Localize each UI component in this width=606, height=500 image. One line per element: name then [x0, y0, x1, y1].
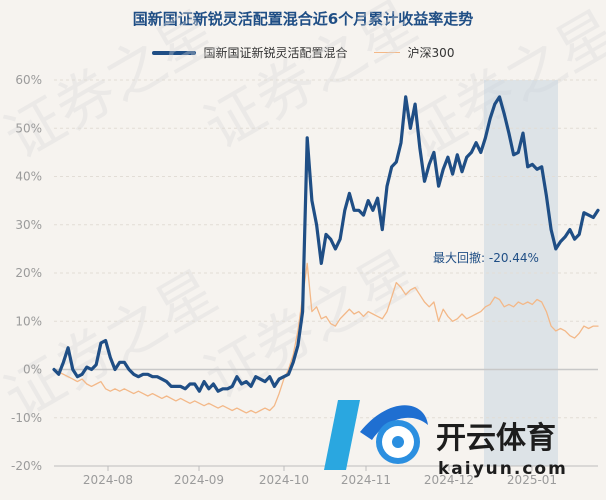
y-tick-label: 0%: [23, 363, 42, 377]
x-tick-label: 2024-12: [424, 473, 474, 487]
watermark-text-3: 证券之星: [0, 257, 228, 432]
logo-url: kaiyun.com: [438, 459, 568, 479]
chart-title: 国新国证新锐灵活配置混合近6个月累计收益率走势: [132, 10, 474, 28]
watermark-text-4: 证券之星: [193, 237, 428, 412]
logo-k-arm: [360, 405, 428, 440]
logo-name: 开云体育: [436, 421, 556, 456]
logo-ball-center: [392, 436, 404, 448]
y-tick-label: 10%: [15, 314, 42, 328]
y-tick-label: 40%: [15, 170, 42, 184]
series-line-1: [53, 262, 599, 414]
legend-item-fund[interactable]: 国新国证新锐灵活配置混合: [151, 44, 348, 61]
legend: 国新国证新锐灵活配置混合 沪深300: [0, 44, 606, 61]
watermark-text-1: 证券之星: [193, 0, 428, 162]
legend-item-index[interactable]: 沪深300: [373, 44, 455, 61]
legend-label-index: 沪深300: [407, 46, 455, 60]
y-tick-label: 60%: [15, 73, 42, 87]
y-tick-label: 20%: [15, 266, 42, 280]
legend-swatch-fund: [151, 50, 196, 55]
max-drawdown-label: 最大回撤: -20.44%: [433, 250, 539, 265]
y-tick-label: 30%: [15, 218, 42, 232]
x-tick-label: 2024-09: [174, 473, 224, 487]
legend-swatch-index: [373, 51, 400, 54]
logo-k-stem: [324, 400, 360, 470]
x-tick-label: 2024-11: [341, 473, 391, 487]
brand-logo: 开云体育 kaiyun.com: [324, 400, 568, 479]
x-tick-label: 2024-08: [83, 473, 133, 487]
series-line-0: [52, 95, 600, 393]
y-tick-label: -20%: [11, 459, 42, 473]
x-tick-label: 2025-01: [507, 473, 557, 487]
legend-label-fund: 国新国证新锐灵活配置混合: [203, 46, 348, 60]
x-tick-label: 2024-10: [259, 473, 309, 487]
y-tick-label: -10%: [11, 411, 42, 425]
y-tick-label: 50%: [15, 121, 42, 135]
